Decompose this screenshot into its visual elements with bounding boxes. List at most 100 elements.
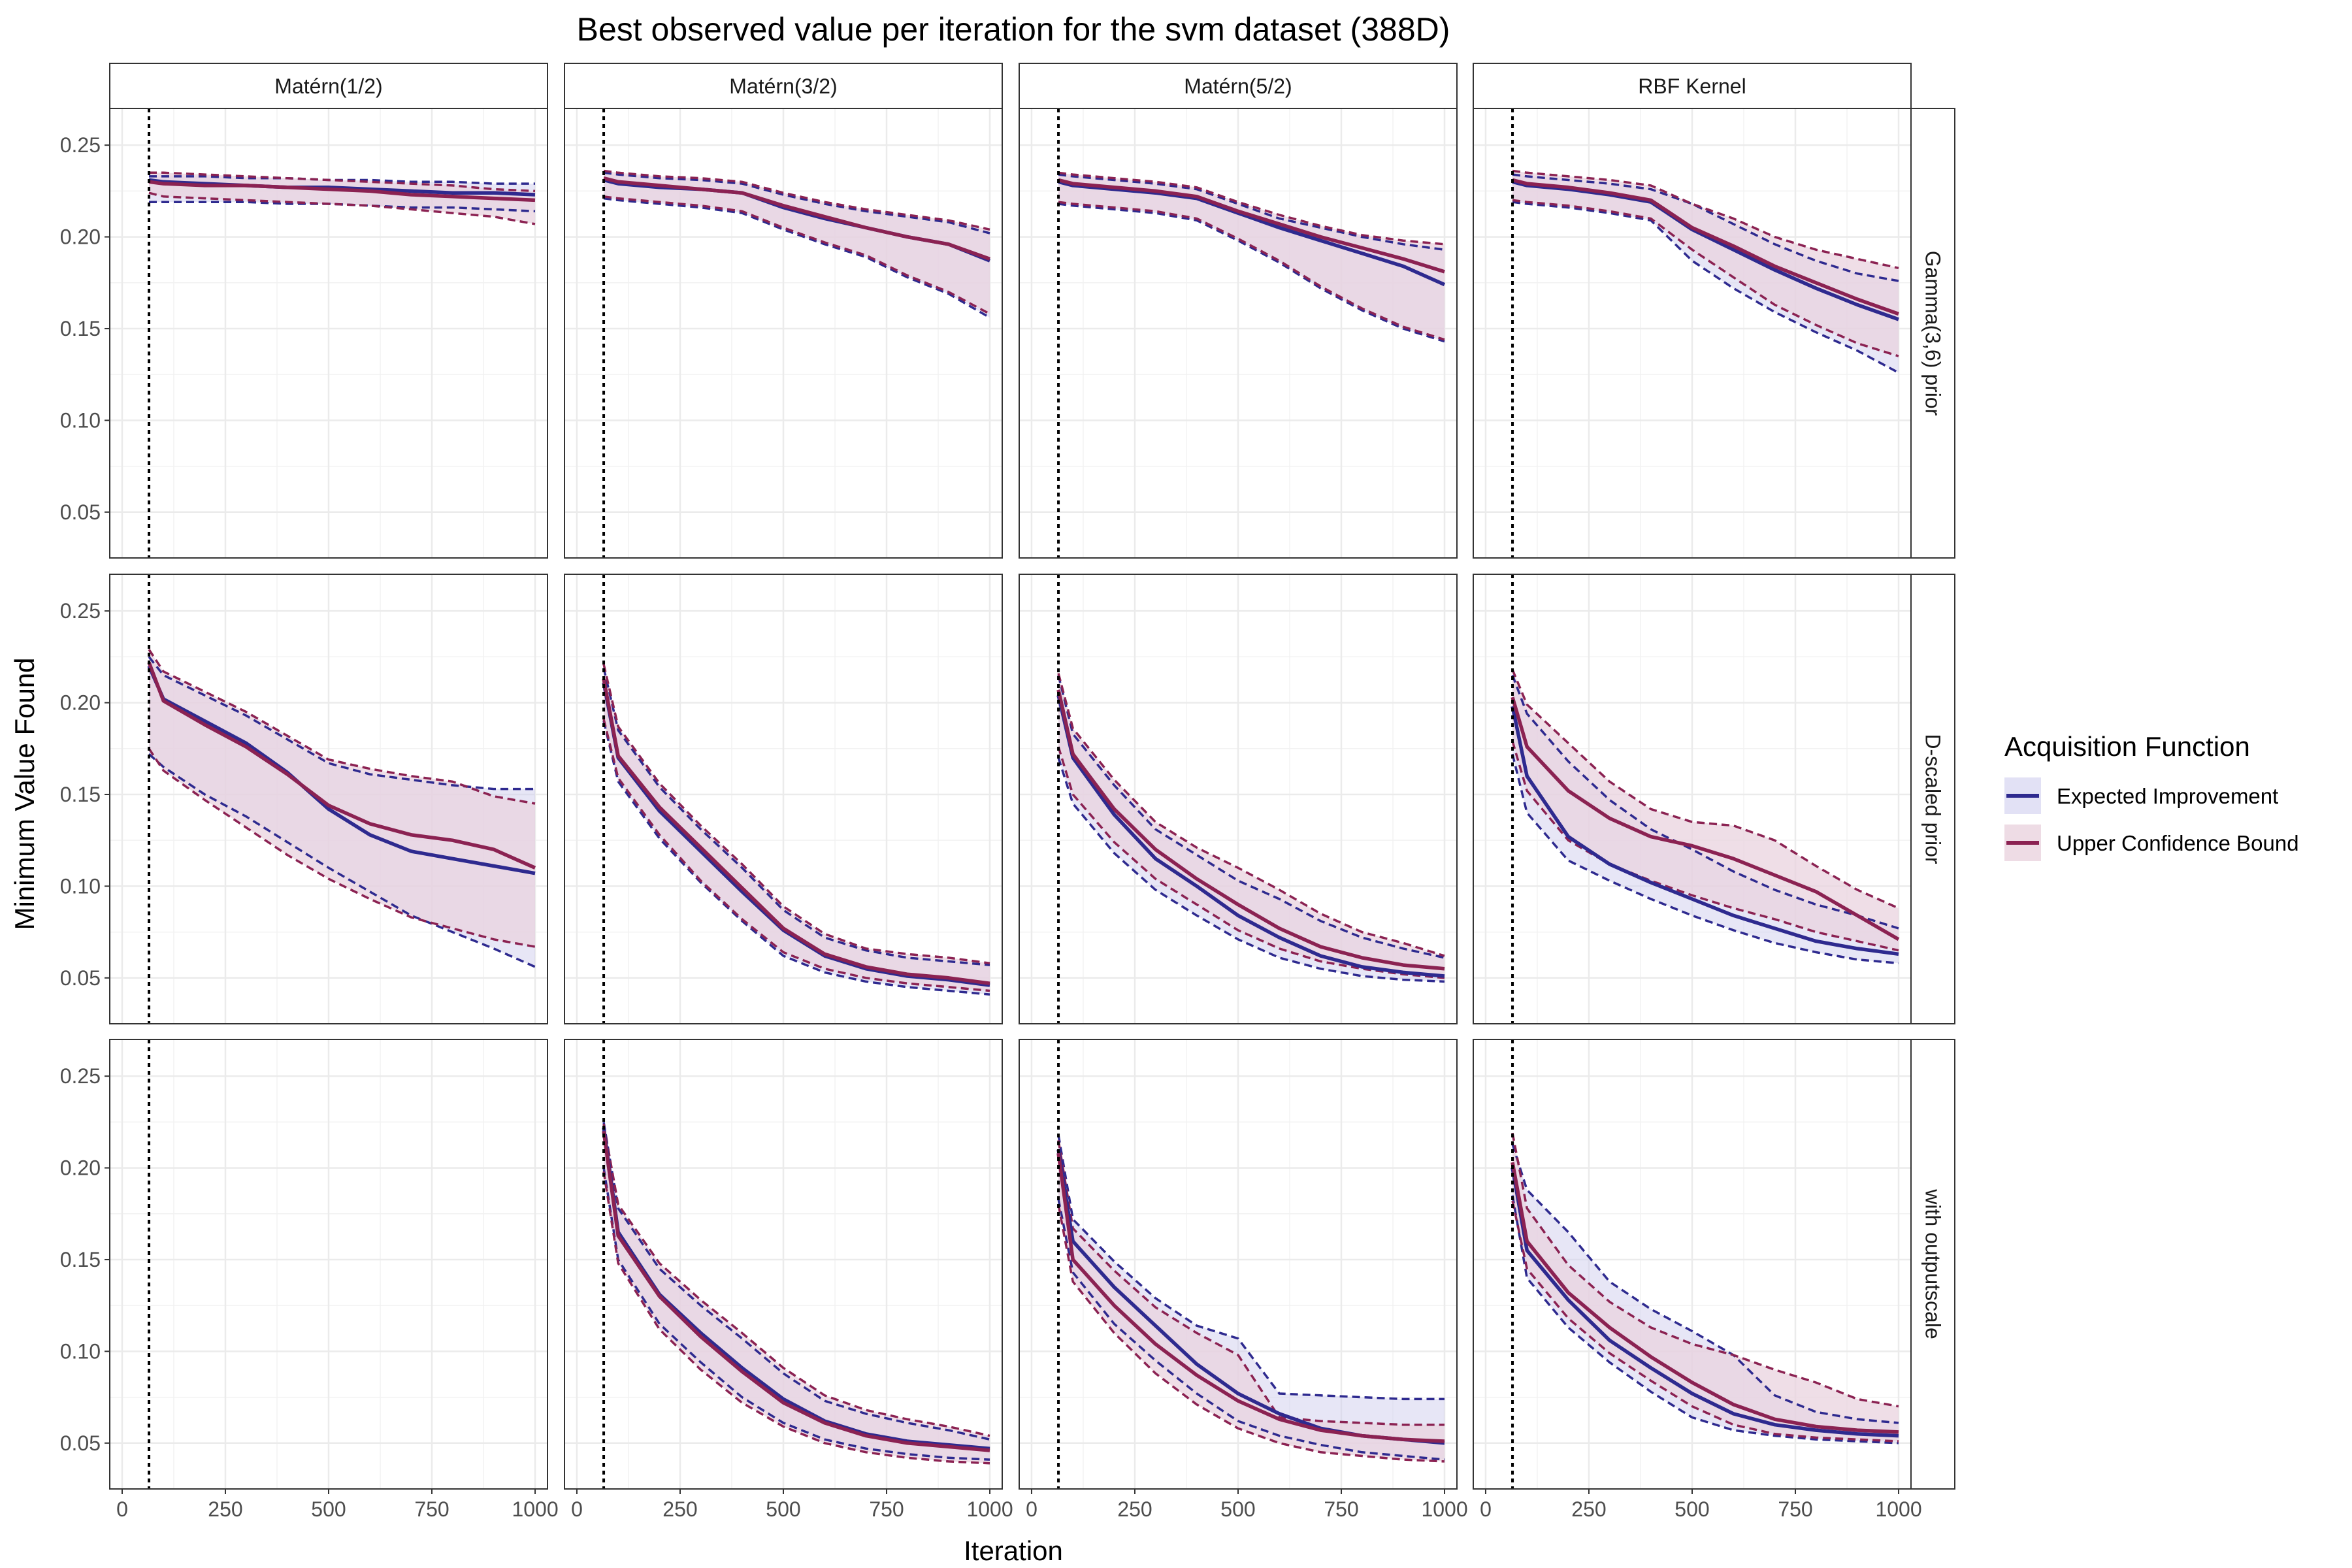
upper-bound-ucb <box>1511 669 1899 909</box>
chart-title: Best observed value per iteration for th… <box>577 11 1450 48</box>
lower-bound-ei <box>602 721 990 996</box>
ribbon-ucb <box>1058 1140 1445 1462</box>
lower-bound-ei <box>1057 757 1445 983</box>
ribbon-ucb <box>1512 670 1899 951</box>
legend-item-upper-confidence-bound: Upper Confidence Bound <box>2004 825 2299 861</box>
lower-bound-ucb <box>603 195 990 316</box>
y-tick-label: 0.05 <box>60 966 101 990</box>
y-tick-label: 0.10 <box>60 874 101 898</box>
ribbon-ucb <box>1512 171 1899 357</box>
ribbon-ei <box>1512 174 1899 373</box>
panel-border <box>109 108 548 559</box>
panel-r1-c3 <box>1473 574 1912 1024</box>
panel-r2-c0: 0.05 0.10 0.15 0.20 0.25 0 250 500 750 1000 <box>60 1039 559 1521</box>
panel-r2-c1: 0 250 500 750 1000 <box>564 1039 1013 1521</box>
lower-bound-ucb <box>602 719 990 992</box>
lower-bound-ucb <box>1058 201 1445 341</box>
y-tick-label: 0.05 <box>60 1431 101 1455</box>
x-tick-label: 0 <box>1480 1497 1492 1521</box>
mean-line-ucb <box>1058 178 1445 274</box>
lower-bound-ei <box>148 753 536 968</box>
y-tick-label: 0.15 <box>60 783 101 806</box>
mean-line-ucb <box>603 176 990 261</box>
x-tick-label: 250 <box>662 1497 697 1521</box>
x-tick-label: 750 <box>869 1497 904 1521</box>
panel-r0-c3 <box>1473 108 1912 559</box>
y-tick-label: 0.05 <box>60 500 101 524</box>
lower-bound-ei <box>1057 1198 1445 1461</box>
mean-line-ei <box>147 665 536 875</box>
legend-label-ei: Expected Improvement <box>2057 784 2278 808</box>
upper-bound-ucb <box>603 169 990 231</box>
upper-bound-ucb <box>1511 1132 1899 1408</box>
upper-bound-ei <box>1512 173 1899 282</box>
x-tick-label: 750 <box>414 1497 449 1521</box>
upper-bound-ucb <box>148 649 536 805</box>
mean-line-ucb <box>1511 696 1900 941</box>
legend: Acquisition Function Expected Improvemen… <box>2004 731 2299 861</box>
column-strip-mat-rn-5-2 <box>1019 63 1458 109</box>
lower-bound-ucb <box>148 191 536 225</box>
panel-r1-c0: 0.05 0.10 0.15 0.20 0.25 <box>60 574 548 1024</box>
column-strip-mat-rn-1-2 <box>109 63 548 109</box>
row-strip-label: D-scaled prior <box>1921 734 1945 864</box>
column-strip-label: Matérn(5/2) <box>1184 74 1292 98</box>
mean-line-ei <box>1511 1168 1899 1438</box>
x-tick-label: 1000 <box>512 1497 558 1521</box>
x-tick-label: 0 <box>1026 1497 1037 1521</box>
y-axis-title: Minimum Value Found <box>9 657 40 930</box>
x-tick-label: 500 <box>1220 1497 1255 1521</box>
lower-bound-ei <box>1058 203 1445 343</box>
ribbon-ucb <box>1058 673 1445 978</box>
row-strip-with-outputscale <box>1910 1039 1955 1490</box>
column-strip-label: Matérn(3/2) <box>729 74 837 98</box>
y-tick-label: 0.10 <box>60 408 101 432</box>
x-tick-label: 250 <box>208 1497 242 1521</box>
row-strip-gamma-3-6-prior <box>1910 108 1955 559</box>
ribbon-ucb <box>149 649 535 947</box>
lower-bound-ei <box>603 197 990 319</box>
panel-r2-c2: 0 250 500 750 1000 <box>1019 1039 1468 1521</box>
panel-border <box>564 574 1003 1024</box>
panel-border <box>1019 108 1458 559</box>
legend-title: Acquisition Function <box>2004 731 2250 762</box>
panel-r1-c2 <box>1019 574 1458 1024</box>
x-tick-label: 1000 <box>1875 1497 1921 1521</box>
lower-bound-ucb <box>602 1171 990 1465</box>
y-tick-label: 0.15 <box>60 1248 101 1271</box>
panel-border <box>1473 574 1912 1024</box>
panel-r1-c1 <box>564 574 1003 1024</box>
upper-bound-ei <box>1511 1143 1899 1424</box>
column-strip-label: Matérn(1/2) <box>274 74 382 98</box>
mean-line-ei <box>1511 706 1899 956</box>
mean-line-ucb <box>148 180 536 203</box>
upper-bound-ei <box>1057 1134 1445 1401</box>
row-strip-label: with outputscale <box>1921 1188 1945 1339</box>
y-tick-label: 0.20 <box>60 225 101 249</box>
lower-bound-ucb <box>1511 1200 1899 1443</box>
panel-border <box>1473 108 1912 559</box>
y-tick-label: 0.25 <box>60 1064 101 1088</box>
upper-bound-ucb <box>1058 171 1445 246</box>
lower-bound-ei <box>602 1168 990 1461</box>
panel-border <box>564 108 1003 559</box>
legend-item-expected-improvement: Expected Improvement <box>2004 777 2278 814</box>
y-tick-label: 0.20 <box>60 691 101 715</box>
mean-line-ucb <box>602 1131 990 1452</box>
ribbon-ucb <box>1058 172 1445 340</box>
upper-bound-ei <box>602 1122 990 1441</box>
lower-bound-ei <box>1512 201 1899 374</box>
upper-bound-ucb <box>602 1123 990 1437</box>
column-strip-rbf-kernel <box>1473 63 1912 109</box>
x-tick-label: 250 <box>1117 1497 1152 1521</box>
row-strip-label: Gamma(3,6) prior <box>1921 251 1945 416</box>
ribbon-ucb <box>1512 1133 1899 1441</box>
upper-bound-ei <box>1058 173 1445 251</box>
mean-line-ucb <box>1512 178 1899 316</box>
upper-bound-ucb <box>1057 1140 1445 1426</box>
column-strip-label: RBF Kernel <box>1638 74 1746 98</box>
upper-bound-ucb <box>1057 673 1445 957</box>
mean-line-ei <box>1056 694 1445 978</box>
mean-line-ucb <box>602 678 990 985</box>
upper-bound-ei <box>603 171 990 235</box>
